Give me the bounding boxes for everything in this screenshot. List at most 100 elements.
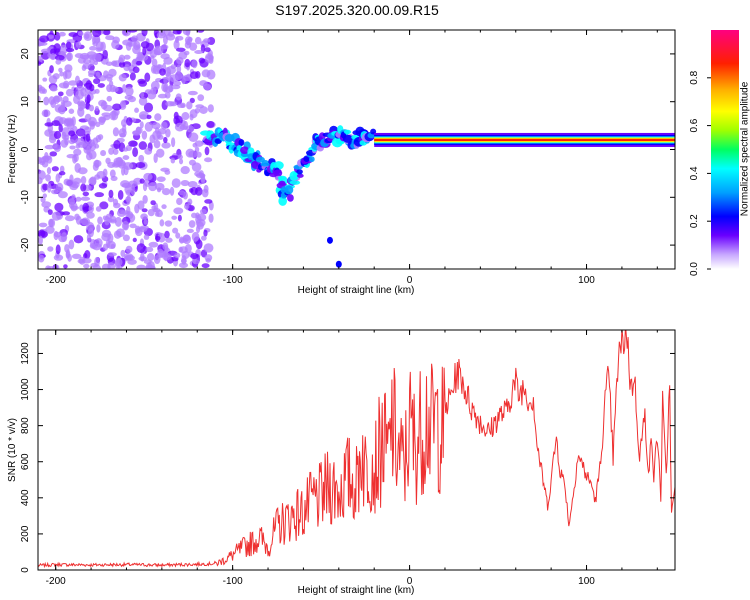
heatmap-noise-cell — [178, 190, 185, 196]
heatmap-noise-cell — [122, 84, 127, 93]
heatmap-noise-cell — [145, 246, 154, 253]
colorbar-tick-label: 0.8 — [689, 70, 700, 84]
heatmap-noise-cell — [111, 40, 120, 50]
heatmap-noise-cell — [113, 157, 124, 166]
heatmap-noise-cell — [49, 65, 54, 74]
heatmap-noise-cell — [59, 71, 64, 77]
heatmap-noise-cell — [55, 173, 61, 183]
heatmap-noise-cell — [57, 191, 68, 199]
heatmap-noise-cell — [137, 78, 146, 84]
heatmap-noise-cell — [156, 148, 165, 158]
heatmap-noise-cell — [88, 204, 94, 213]
heatmap-noise-cell — [38, 254, 45, 263]
heatmap-noise-cell — [64, 137, 69, 146]
heatmap-noise-cell — [144, 121, 153, 132]
heatmap-noise-cell — [181, 76, 186, 85]
heatmap-noise-cell — [194, 140, 204, 147]
heatmap-noise-cell — [188, 150, 198, 158]
heatmap-noise-cell — [169, 101, 178, 107]
heatmap-noise-cell — [48, 135, 57, 144]
heatmap-noise-cell — [80, 196, 91, 201]
heatmap-noise-cell — [199, 208, 207, 215]
heatmap-noise-cell — [87, 69, 96, 76]
heatmap-noise-cell — [81, 65, 87, 71]
heatmap-noise-cell — [181, 255, 187, 265]
snr-xtick-label: -100 — [223, 576, 243, 587]
heatmap-noise-cell — [157, 93, 168, 99]
heatmap-noise-cell — [86, 94, 91, 104]
heatmap-noise-cell — [48, 218, 56, 228]
heatmap-noise-cell — [68, 130, 76, 137]
heatmap-noise-cell — [150, 64, 157, 74]
heatmap-noise-cell — [106, 84, 113, 93]
heatmap-noise-cell — [40, 48, 51, 54]
heatmap-noise-cell — [142, 46, 147, 56]
heatmap-noise-cell — [84, 113, 92, 122]
heatmap-noise-cell — [194, 49, 204, 55]
heatmap-noise-cell — [69, 145, 76, 150]
heatmap-noise-cell — [106, 241, 116, 249]
heatmap-noise-cell — [144, 72, 151, 83]
heatmap-noise-cell — [141, 130, 148, 140]
heatmap-noise-cell — [62, 80, 70, 89]
heatmap-track-cell — [287, 194, 294, 202]
heatmap-noise-cell — [100, 150, 107, 157]
heatmap-noise-cell — [107, 196, 115, 203]
heatmap-noise-cell — [178, 237, 189, 243]
heatmap-noise-cell — [168, 84, 173, 93]
heatmap-noise-cell — [117, 189, 124, 200]
heatmap-noise-cell — [45, 225, 55, 234]
heatmap-noise-cell — [175, 232, 181, 239]
snr-ytick-label: 600 — [20, 453, 31, 470]
heatmap-noise-cell — [139, 114, 148, 120]
heatmap-noise-cell — [191, 162, 202, 172]
heatmap-noise-cell — [138, 226, 148, 233]
heatmap-noise-cell — [123, 64, 131, 72]
heatmap-noise-cell — [44, 129, 54, 137]
heatmap-noise-cell — [42, 77, 48, 82]
heatmap-noise-cell — [188, 220, 196, 228]
heatmap-noise-cell — [195, 218, 206, 227]
heatmap-noise-cell — [170, 157, 176, 164]
heatmap-noise-cell — [75, 75, 80, 84]
heatmap-noise-cell — [165, 237, 173, 243]
heatmap-noise-cell — [57, 91, 64, 97]
heatmap-noise-cell — [189, 42, 198, 51]
heatmap-noise-cell — [182, 30, 191, 36]
heatmap-noise-cell — [176, 64, 182, 74]
heatmap-noise-cell — [50, 53, 56, 61]
heatmap-noise-cell — [105, 35, 115, 41]
heatmap-noise-cell — [83, 31, 93, 41]
heatmap-noise-cell — [75, 41, 82, 48]
heatmap-noise-cell — [111, 110, 117, 120]
heatmap-noise-cell — [98, 116, 107, 123]
snr-ytick-label: 400 — [20, 489, 31, 506]
heatmap-noise-cell — [136, 243, 146, 254]
heatmap-noise-cell — [43, 96, 50, 106]
heatmap-noise-cell — [143, 234, 150, 240]
heatmap-noise-cell — [141, 208, 148, 213]
heatmap-noise-cell — [204, 199, 213, 204]
heatmap-noise-cell — [164, 230, 170, 239]
heatmap-noise-cell — [74, 213, 80, 221]
heatmap-noise-cell — [164, 220, 173, 227]
heatmap-noise-cell — [178, 262, 189, 269]
heatmap-noise-cell — [151, 122, 161, 130]
heatmap-noise-cell — [200, 174, 206, 183]
heatmap-noise-cell — [184, 41, 192, 49]
heatmap-noise-cell — [126, 117, 133, 126]
heatmap-noise-cell — [172, 30, 181, 35]
heatmap-noise-cell — [83, 263, 90, 269]
heatmap-noise-cell — [173, 111, 179, 120]
heatmap-noise-cell — [187, 90, 198, 96]
heatmap-noise-cell — [122, 124, 127, 134]
heatmap-noise-cell — [51, 120, 61, 127]
heatmap-noise-cell — [142, 194, 148, 204]
heatmap-noise-cell — [102, 215, 108, 221]
heatmap-noise-cell — [123, 54, 131, 60]
heatmap-noise-cell — [138, 256, 148, 262]
heatmap-noise-cell — [148, 241, 159, 248]
heatmap-noise-cell — [160, 121, 168, 130]
